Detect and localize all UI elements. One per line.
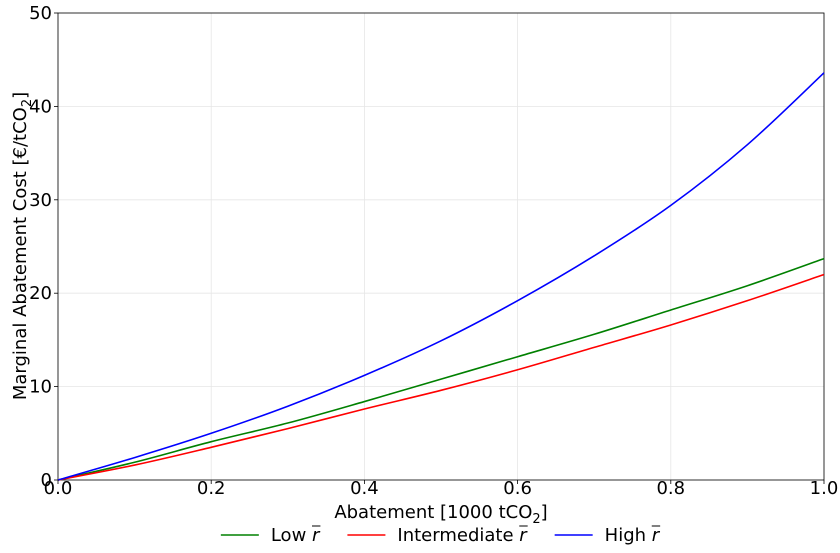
legend-label: High r [605,525,661,546]
y-tick-label: 40 [29,96,52,117]
x-tick-label: 1.0 [810,478,839,499]
x-tick-label: 0.2 [197,478,226,499]
y-tick-label: 0 [41,470,52,491]
y-tick-label: 20 [29,283,52,304]
series-line [57,72,825,481]
x-tick-label: 0.0 [44,478,73,499]
y-axis-label: Marginal Abatement Cost [€/tCO2] [10,92,35,400]
legend-label: Low r [271,525,321,546]
x-ticks: 0.0 0.2 0.4 0.6 0.8 1.0 [44,478,839,499]
x-tick-label: 0.8 [656,478,685,499]
y-tick-label: 10 [29,377,52,398]
y-tick-label: 50 [29,3,52,24]
y-tick-label: 30 [29,190,52,211]
series-group [57,72,825,481]
legend: Low r Intermediate r High r [220,525,661,546]
x-tick-label: 0.6 [503,478,532,499]
y-ticks: 0 10 20 30 40 50 [29,3,58,491]
legend-label: Intermediate r [397,525,528,546]
x-axis-label: Abatement [1000 tCO2] [334,502,547,527]
x-tick-label: 0.4 [350,478,379,499]
series-line [57,257,825,481]
plot-frame [57,12,825,481]
grid [57,12,825,481]
series-line [57,273,825,481]
